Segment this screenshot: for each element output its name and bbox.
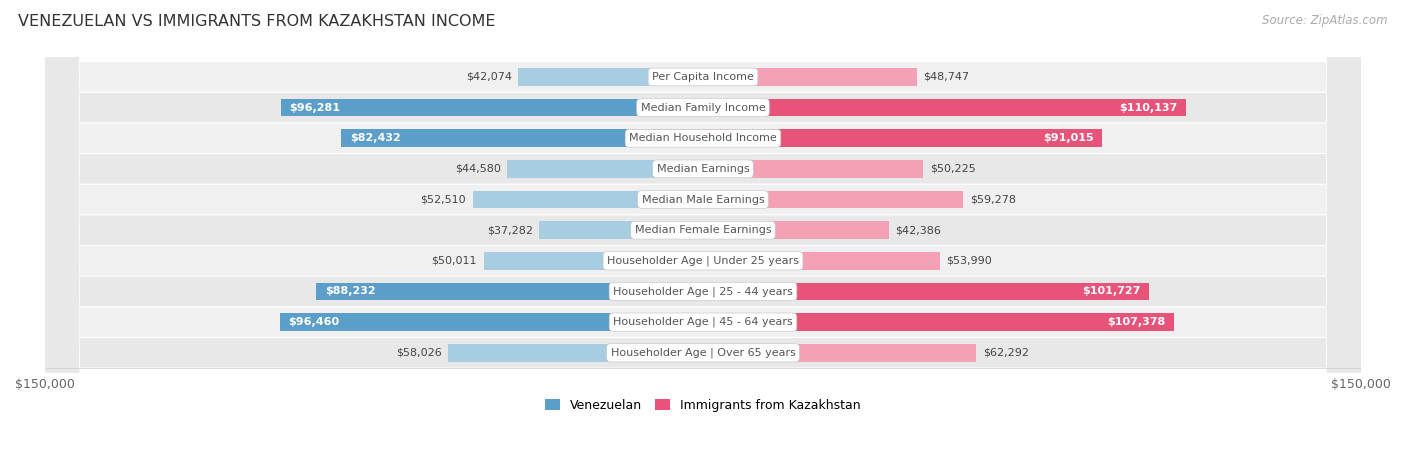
Text: $53,990: $53,990: [946, 256, 993, 266]
FancyBboxPatch shape: [45, 0, 1361, 467]
Text: $82,432: $82,432: [350, 133, 401, 143]
Text: $110,137: $110,137: [1119, 103, 1177, 113]
Bar: [703, 313, 1174, 331]
Text: Median Family Income: Median Family Income: [641, 103, 765, 113]
Bar: [703, 252, 939, 270]
Bar: [449, 344, 703, 361]
Text: $44,580: $44,580: [456, 164, 501, 174]
Bar: [540, 221, 703, 239]
Text: $37,282: $37,282: [486, 225, 533, 235]
Text: $42,074: $42,074: [465, 72, 512, 82]
Text: $101,727: $101,727: [1083, 286, 1140, 297]
Text: $59,278: $59,278: [970, 195, 1015, 205]
Text: Median Earnings: Median Earnings: [657, 164, 749, 174]
Text: Householder Age | 45 - 64 years: Householder Age | 45 - 64 years: [613, 317, 793, 327]
Text: $96,281: $96,281: [290, 103, 340, 113]
Text: $88,232: $88,232: [325, 286, 375, 297]
Text: $42,386: $42,386: [896, 225, 942, 235]
FancyBboxPatch shape: [45, 0, 1361, 467]
Bar: [508, 160, 703, 178]
Text: Median Female Earnings: Median Female Earnings: [634, 225, 772, 235]
Bar: [342, 129, 703, 147]
Text: $107,378: $107,378: [1107, 317, 1166, 327]
Text: Source: ZipAtlas.com: Source: ZipAtlas.com: [1263, 14, 1388, 27]
Bar: [703, 68, 917, 86]
FancyBboxPatch shape: [45, 0, 1361, 467]
Text: Householder Age | Under 25 years: Householder Age | Under 25 years: [607, 255, 799, 266]
Text: VENEZUELAN VS IMMIGRANTS FROM KAZAKHSTAN INCOME: VENEZUELAN VS IMMIGRANTS FROM KAZAKHSTAN…: [18, 14, 496, 29]
Text: $52,510: $52,510: [420, 195, 465, 205]
Text: $96,460: $96,460: [288, 317, 340, 327]
FancyBboxPatch shape: [45, 0, 1361, 467]
Bar: [703, 99, 1187, 116]
Text: $50,011: $50,011: [432, 256, 477, 266]
FancyBboxPatch shape: [45, 0, 1361, 467]
FancyBboxPatch shape: [45, 0, 1361, 467]
FancyBboxPatch shape: [45, 0, 1361, 467]
FancyBboxPatch shape: [45, 0, 1361, 467]
Bar: [316, 283, 703, 300]
Text: $91,015: $91,015: [1043, 133, 1094, 143]
Bar: [703, 283, 1149, 300]
Bar: [703, 191, 963, 208]
Text: Per Capita Income: Per Capita Income: [652, 72, 754, 82]
Legend: Venezuelan, Immigrants from Kazakhstan: Venezuelan, Immigrants from Kazakhstan: [540, 394, 866, 417]
Bar: [484, 252, 703, 270]
Text: $58,026: $58,026: [396, 348, 441, 358]
Bar: [703, 221, 889, 239]
Text: Median Male Earnings: Median Male Earnings: [641, 195, 765, 205]
Bar: [703, 129, 1102, 147]
Bar: [519, 68, 703, 86]
Text: Median Household Income: Median Household Income: [628, 133, 778, 143]
Bar: [472, 191, 703, 208]
FancyBboxPatch shape: [45, 0, 1361, 467]
Bar: [280, 313, 703, 331]
Text: $62,292: $62,292: [983, 348, 1029, 358]
Bar: [703, 160, 924, 178]
Text: $50,225: $50,225: [929, 164, 976, 174]
Bar: [281, 99, 703, 116]
Bar: [703, 344, 976, 361]
FancyBboxPatch shape: [45, 0, 1361, 467]
Text: $48,747: $48,747: [924, 72, 970, 82]
Text: Householder Age | Over 65 years: Householder Age | Over 65 years: [610, 347, 796, 358]
Text: Householder Age | 25 - 44 years: Householder Age | 25 - 44 years: [613, 286, 793, 297]
